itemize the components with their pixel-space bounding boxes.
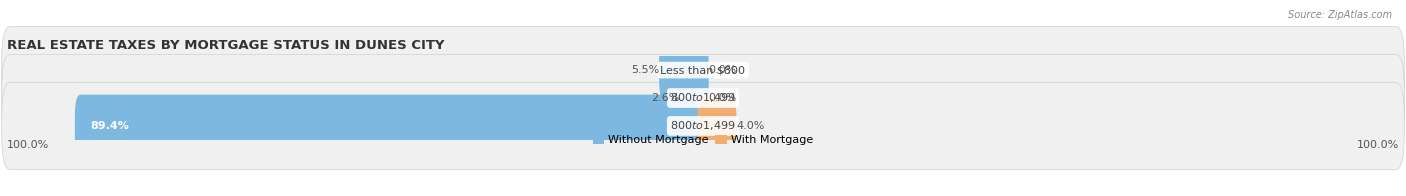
Legend: Without Mortgage, With Mortgage: Without Mortgage, With Mortgage <box>588 130 818 149</box>
Text: $800 to $1,499: $800 to $1,499 <box>671 92 735 104</box>
Text: 100.0%: 100.0% <box>1357 140 1399 150</box>
Text: Less than $800: Less than $800 <box>661 65 745 75</box>
FancyBboxPatch shape <box>679 67 709 129</box>
Text: 0.0%: 0.0% <box>709 93 737 103</box>
Text: 0.0%: 0.0% <box>709 65 737 75</box>
Text: 2.6%: 2.6% <box>651 93 679 103</box>
Text: 100.0%: 100.0% <box>7 140 49 150</box>
FancyBboxPatch shape <box>697 95 737 157</box>
FancyBboxPatch shape <box>1 26 1405 114</box>
Text: REAL ESTATE TAXES BY MORTGAGE STATUS IN DUNES CITY: REAL ESTATE TAXES BY MORTGAGE STATUS IN … <box>7 39 444 52</box>
Text: 4.0%: 4.0% <box>737 121 765 131</box>
Text: Source: ZipAtlas.com: Source: ZipAtlas.com <box>1288 10 1392 20</box>
Text: 89.4%: 89.4% <box>91 121 129 131</box>
FancyBboxPatch shape <box>1 82 1405 170</box>
FancyBboxPatch shape <box>75 95 709 157</box>
Text: 5.5%: 5.5% <box>631 65 659 75</box>
Text: $800 to $1,499: $800 to $1,499 <box>671 119 735 132</box>
FancyBboxPatch shape <box>1 54 1405 142</box>
FancyBboxPatch shape <box>659 39 709 101</box>
